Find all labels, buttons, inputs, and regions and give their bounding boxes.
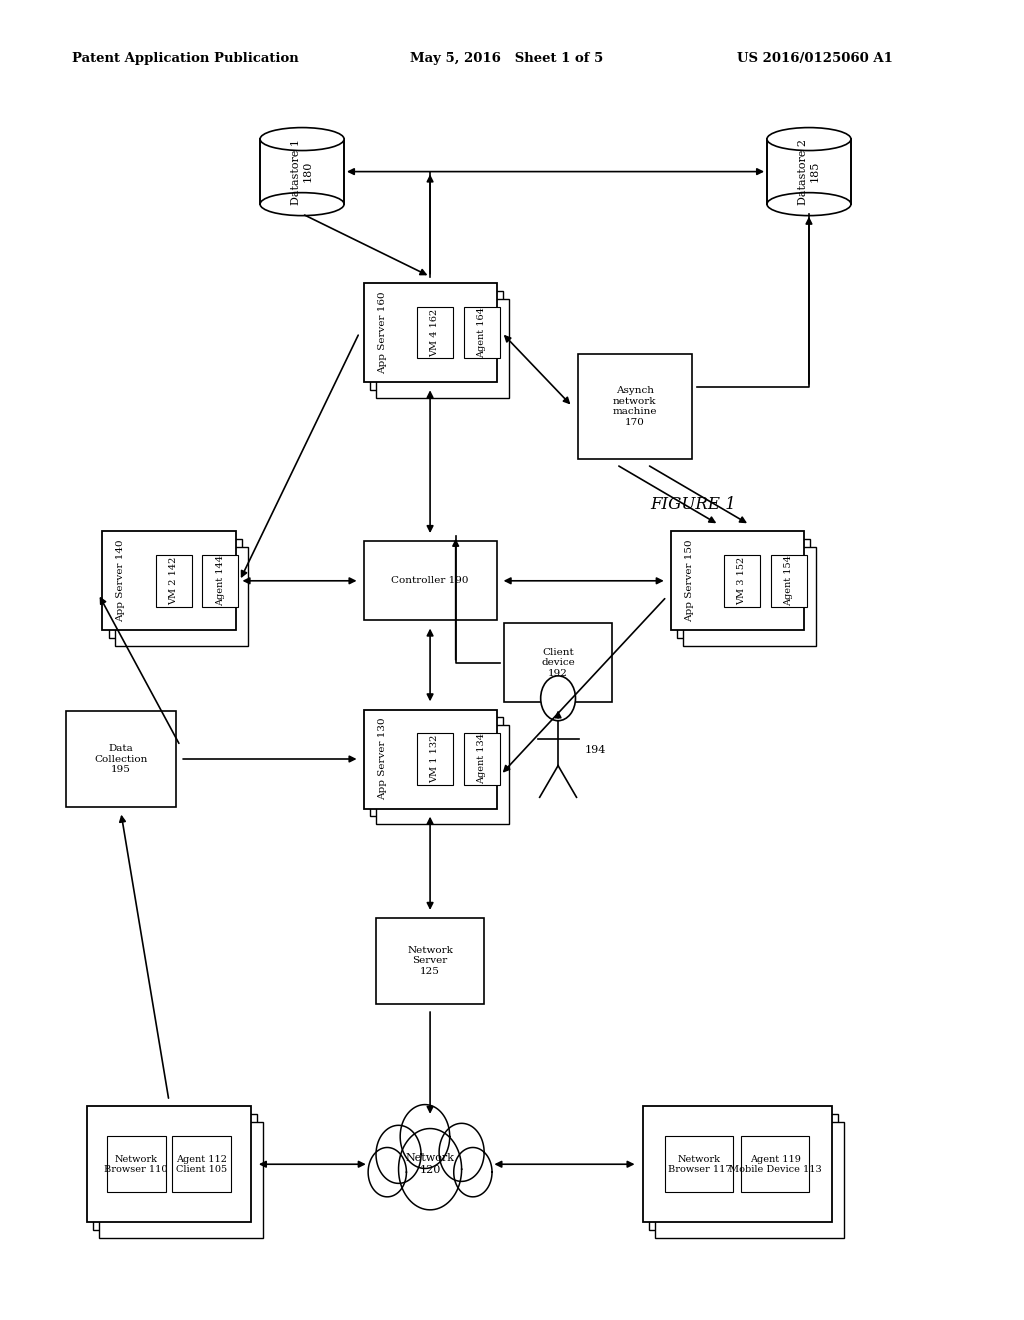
FancyBboxPatch shape	[578, 354, 692, 459]
Text: VM 4 162: VM 4 162	[430, 309, 439, 356]
Ellipse shape	[767, 128, 851, 150]
FancyBboxPatch shape	[66, 711, 176, 807]
Ellipse shape	[767, 193, 851, 215]
Text: Agent 144: Agent 144	[216, 556, 225, 606]
Text: Patent Application Publication: Patent Application Publication	[72, 51, 298, 65]
Text: Datastore 1
180: Datastore 1 180	[291, 139, 313, 205]
FancyBboxPatch shape	[377, 919, 483, 1003]
FancyBboxPatch shape	[102, 531, 236, 630]
FancyBboxPatch shape	[109, 539, 242, 638]
Text: App Server 160: App Server 160	[378, 292, 387, 374]
Text: App Server 150: App Server 150	[685, 540, 694, 622]
Circle shape	[454, 1147, 492, 1197]
FancyBboxPatch shape	[99, 1122, 263, 1238]
FancyBboxPatch shape	[683, 546, 816, 645]
FancyBboxPatch shape	[741, 1137, 809, 1192]
Circle shape	[398, 1129, 462, 1210]
FancyBboxPatch shape	[106, 1137, 166, 1192]
Text: Asynch
network
machine
170: Asynch network machine 170	[612, 387, 657, 426]
FancyBboxPatch shape	[87, 1106, 251, 1222]
Text: VM 1 132: VM 1 132	[430, 735, 439, 783]
FancyBboxPatch shape	[643, 1106, 831, 1222]
Text: Agent 154: Agent 154	[784, 556, 794, 606]
Text: Network
Browser 110: Network Browser 110	[104, 1155, 168, 1173]
Bar	[260, 139, 344, 205]
Text: May 5, 2016   Sheet 1 of 5: May 5, 2016 Sheet 1 of 5	[410, 51, 603, 65]
FancyBboxPatch shape	[376, 726, 509, 824]
Text: Controller 190: Controller 190	[391, 577, 469, 585]
Text: Data
Collection
195: Data Collection 195	[94, 744, 147, 774]
Text: Network
Server
125: Network Server 125	[408, 946, 453, 975]
FancyBboxPatch shape	[364, 284, 497, 383]
Circle shape	[400, 1105, 450, 1168]
FancyBboxPatch shape	[156, 554, 191, 606]
FancyBboxPatch shape	[364, 541, 497, 620]
FancyBboxPatch shape	[671, 531, 804, 630]
Text: US 2016/0125060 A1: US 2016/0125060 A1	[737, 51, 893, 65]
FancyBboxPatch shape	[370, 290, 503, 391]
Circle shape	[439, 1123, 484, 1181]
Text: Network
120: Network 120	[406, 1154, 455, 1175]
Circle shape	[369, 1147, 407, 1197]
FancyBboxPatch shape	[417, 306, 453, 358]
FancyBboxPatch shape	[376, 300, 509, 399]
Text: Datastore 2
185: Datastore 2 185	[798, 139, 820, 205]
Text: App Server 140: App Server 140	[117, 540, 126, 622]
FancyBboxPatch shape	[655, 1122, 844, 1238]
Text: Client
device
192: Client device 192	[542, 648, 574, 677]
FancyBboxPatch shape	[464, 734, 500, 784]
Text: VM 3 152: VM 3 152	[737, 557, 746, 605]
Text: 194: 194	[585, 744, 606, 755]
FancyBboxPatch shape	[370, 718, 503, 816]
Text: Agent 164: Agent 164	[477, 308, 486, 358]
FancyBboxPatch shape	[724, 554, 760, 606]
FancyBboxPatch shape	[417, 734, 453, 784]
Ellipse shape	[260, 128, 344, 150]
FancyBboxPatch shape	[666, 1137, 733, 1192]
FancyBboxPatch shape	[93, 1114, 257, 1230]
Text: VM 2 142: VM 2 142	[169, 557, 178, 605]
FancyBboxPatch shape	[203, 554, 239, 606]
FancyBboxPatch shape	[364, 710, 497, 808]
FancyBboxPatch shape	[464, 306, 500, 358]
Text: Network
Browser 117: Network Browser 117	[668, 1155, 731, 1173]
Text: Agent 112
Client 105: Agent 112 Client 105	[176, 1155, 227, 1173]
FancyBboxPatch shape	[677, 539, 810, 638]
Text: Agent 119
Mobile Device 113: Agent 119 Mobile Device 113	[729, 1155, 821, 1173]
Circle shape	[541, 676, 575, 721]
FancyBboxPatch shape	[771, 554, 807, 606]
FancyBboxPatch shape	[115, 546, 248, 645]
FancyBboxPatch shape	[172, 1137, 231, 1192]
Ellipse shape	[260, 193, 344, 215]
Text: FIGURE 1: FIGURE 1	[650, 496, 736, 512]
Text: Agent 134: Agent 134	[477, 734, 486, 784]
FancyBboxPatch shape	[505, 623, 612, 702]
FancyBboxPatch shape	[649, 1114, 838, 1230]
Bar	[767, 139, 851, 205]
Circle shape	[376, 1125, 421, 1183]
Text: App Server 130: App Server 130	[378, 718, 387, 800]
